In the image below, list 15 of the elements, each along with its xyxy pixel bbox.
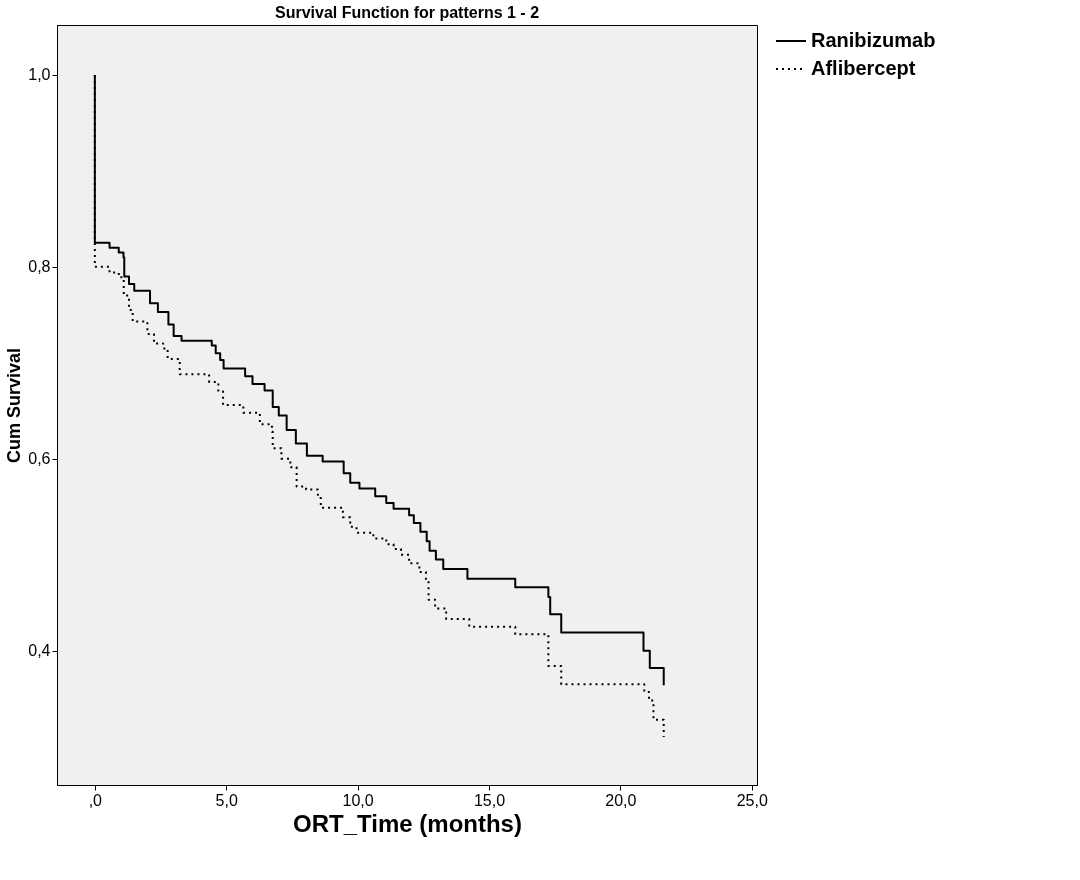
legend-label: Ranibizumab <box>811 29 936 51</box>
x-tick-label: 5,0 <box>215 791 238 809</box>
x-tick-label: 20,0 <box>605 791 637 809</box>
x-tick-label: 15,0 <box>473 791 506 809</box>
x-tick-label: 25,0 <box>736 791 768 809</box>
chart-title: Survival Function for patterns 1 - 2 <box>274 4 540 21</box>
x-tick-label: 10,0 <box>342 791 374 809</box>
x-axis-title: ORT_Time (months) <box>293 809 522 837</box>
legend-label: Aflibercept <box>811 57 916 79</box>
y-tick-label: 0,8 <box>28 258 51 276</box>
x-tick-label: ,0 <box>88 791 103 809</box>
y-axis-title: Cum Survival <box>4 347 25 464</box>
y-tick-label: 1,0 <box>28 66 51 84</box>
y-tick-label: 0,6 <box>28 450 51 468</box>
y-tick-label: 0,4 <box>28 642 51 660</box>
